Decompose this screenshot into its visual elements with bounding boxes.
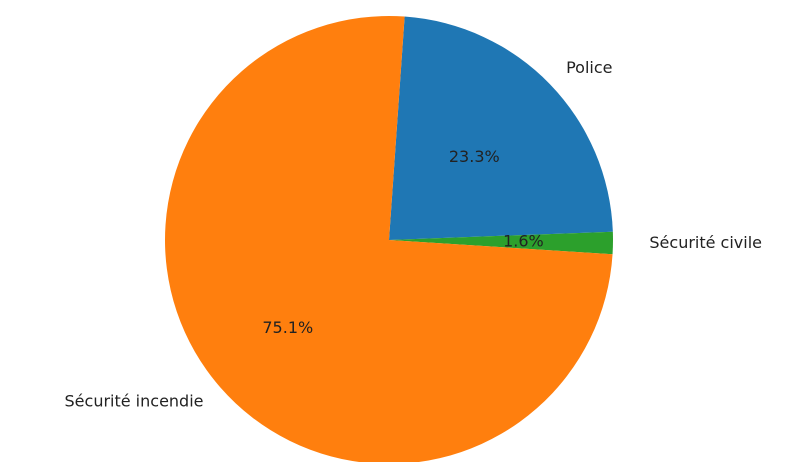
pie-slices xyxy=(165,16,614,462)
percent-label-police: 23.3% xyxy=(449,147,500,166)
category-label-police: Police xyxy=(566,58,612,77)
percent-labels: 23.3% 1.6% 75.1% xyxy=(262,147,543,337)
percent-label-securite-civile: 1.6% xyxy=(503,231,544,250)
pie-slice-police xyxy=(389,16,613,240)
pie-slice-securite-incendie xyxy=(165,16,613,462)
pie-slice-securite-civile xyxy=(389,231,614,255)
category-label-securite-incendie: Sécurité incendie xyxy=(65,392,204,411)
category-label-securite-civile: Sécurité civile xyxy=(649,233,762,252)
category-labels: Police Sécurité civile Sécurité incendie xyxy=(65,58,762,411)
percent-label-securite-incendie: 75.1% xyxy=(262,318,313,337)
